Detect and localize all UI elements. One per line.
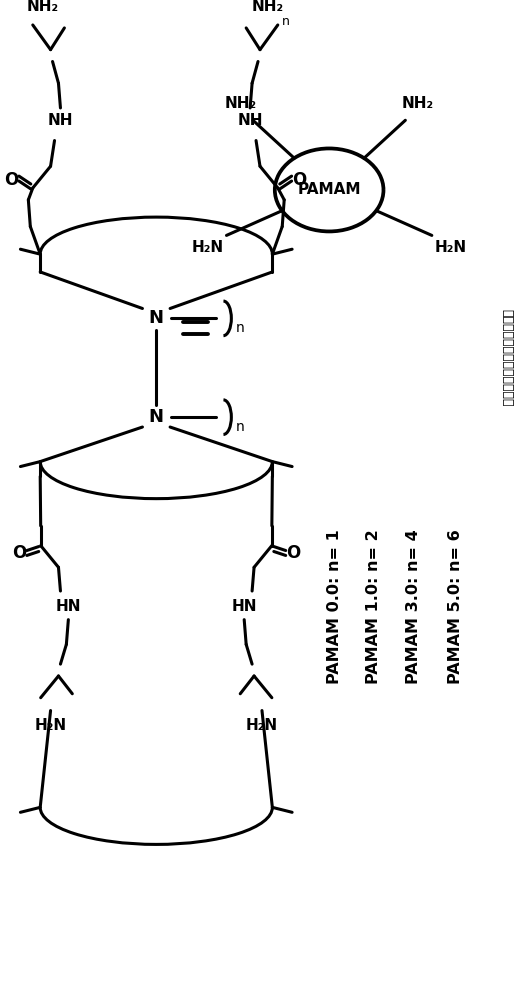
Text: NH: NH: [237, 113, 263, 128]
Text: NH₂: NH₂: [252, 0, 284, 14]
Text: n: n: [282, 15, 290, 28]
Text: O: O: [12, 544, 26, 562]
Text: PAMAM 5.0: n= 6: PAMAM 5.0: n= 6: [448, 529, 463, 684]
Text: O: O: [287, 544, 301, 562]
Text: N: N: [149, 408, 164, 426]
Text: n: n: [236, 321, 244, 335]
Text: NH₂: NH₂: [27, 0, 59, 14]
Text: H₂N: H₂N: [191, 240, 224, 255]
Text: H₂N: H₂N: [246, 718, 278, 733]
Text: N: N: [149, 309, 164, 327]
Text: PAMAM 1.0: n= 2: PAMAM 1.0: n= 2: [366, 529, 381, 684]
Text: PAMAM 0.0: n= 1: PAMAM 0.0: n= 1: [327, 529, 342, 684]
Text: HN: HN: [231, 599, 257, 614]
Text: HN: HN: [56, 599, 81, 614]
Text: PAMAM: PAMAM: [297, 182, 361, 197]
Text: H₂N: H₂N: [34, 718, 67, 733]
Text: O: O: [292, 171, 307, 189]
Text: n: n: [236, 420, 244, 434]
Text: NH₂: NH₂: [402, 96, 434, 111]
Text: PAMAM 3.0: n= 4: PAMAM 3.0: n= 4: [406, 529, 421, 684]
Text: H₂N: H₂N: [435, 240, 467, 255]
Text: NH: NH: [48, 113, 73, 128]
Text: NH₂: NH₂: [224, 96, 256, 111]
Text: O: O: [4, 171, 18, 189]
Text: （聚（酰胺氨）树状聚合物）: （聚（酰胺氨）树状聚合物）: [500, 309, 513, 407]
